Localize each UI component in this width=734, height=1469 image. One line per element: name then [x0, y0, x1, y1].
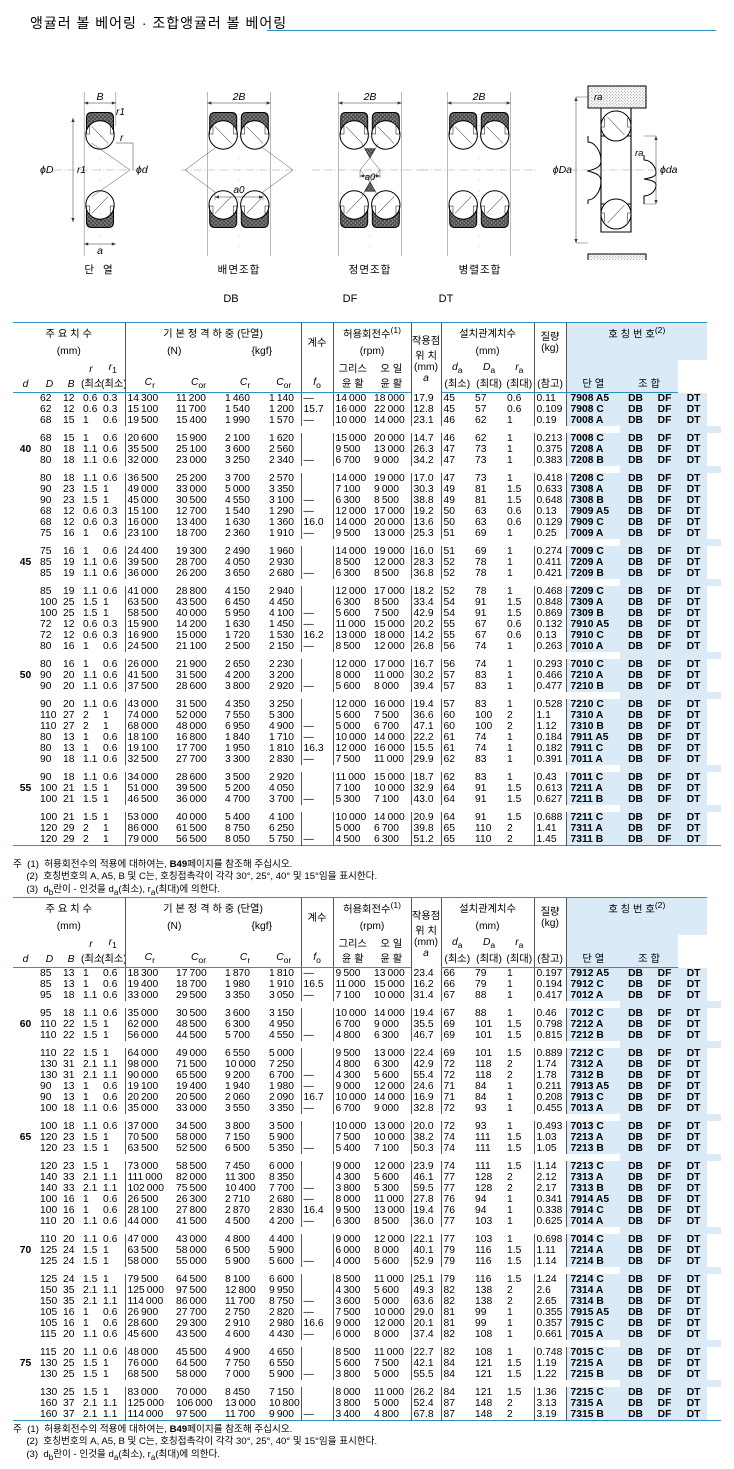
- svg-text:a0: a0: [233, 185, 245, 196]
- svg-text:r1: r1: [116, 107, 125, 118]
- svg-text:2B: 2B: [472, 91, 486, 103]
- svg-text:r1: r1: [77, 165, 86, 176]
- svg-text:2B: 2B: [232, 91, 246, 103]
- svg-text:ϕd: ϕd: [136, 164, 149, 176]
- svg-text:2B: 2B: [363, 91, 377, 103]
- svg-text:r: r: [120, 133, 124, 144]
- svg-text:a: a: [97, 245, 103, 257]
- svg-text:ra: ra: [635, 148, 643, 159]
- svg-text:ϕda: ϕda: [660, 164, 678, 176]
- svg-text:a0: a0: [365, 172, 376, 183]
- svg-text:ϕD: ϕD: [40, 164, 54, 176]
- svg-text:ϕDa: ϕDa: [553, 164, 572, 176]
- svg-text:ra: ra: [594, 92, 602, 103]
